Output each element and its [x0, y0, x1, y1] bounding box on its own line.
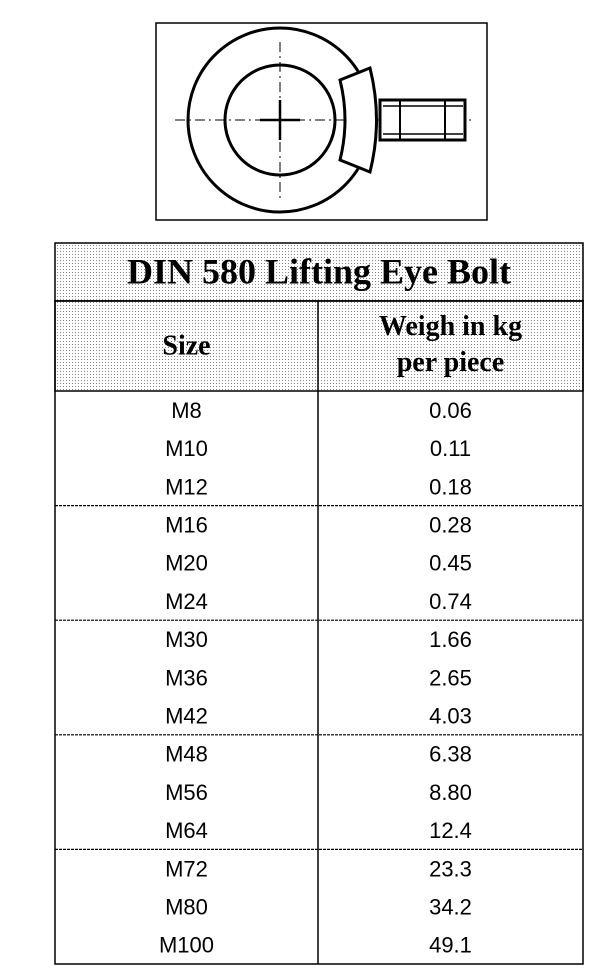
header-bg [54, 300, 584, 392]
weight-cell: 6.38 [429, 742, 472, 767]
size-cell: M64 [165, 818, 208, 843]
size-cell: M24 [165, 589, 208, 614]
header-cell: Size [162, 330, 210, 361]
size-cell: M12 [165, 474, 208, 499]
table-border [54, 300, 584, 965]
header-cell: Weigh in kg per piece [379, 311, 522, 378]
weight-cell: 0.74 [429, 589, 472, 614]
size-cell: M10 [165, 436, 208, 461]
size-cell: M36 [165, 665, 208, 690]
weight-cell: 23.3 [429, 856, 472, 881]
weight-cell: 49.1 [429, 933, 472, 958]
size-cell: M30 [165, 627, 208, 652]
weight-cell: 12.4 [429, 818, 472, 843]
size-cell: M16 [165, 513, 208, 538]
size-cell: M42 [165, 704, 208, 729]
table-title: DIN 580 Lifting Eye Bolt [127, 251, 511, 291]
weight-cell: 0.18 [429, 474, 472, 499]
size-cell: M56 [165, 780, 208, 805]
weight-cell: 0.06 [429, 398, 472, 423]
size-cell: M20 [165, 551, 208, 576]
weight-cell: 0.11 [430, 436, 471, 461]
weight-cell: 8.80 [429, 780, 472, 805]
size-cell: M100 [159, 933, 214, 958]
weight-cell: 0.45 [429, 551, 472, 576]
weight-cell: 4.03 [429, 704, 472, 729]
size-cell: M80 [165, 895, 208, 920]
size-cell: M72 [165, 856, 208, 881]
size-cell: M8 [171, 398, 202, 423]
size-cell: M48 [165, 742, 208, 767]
weight-cell: 2.65 [429, 665, 472, 690]
eye-bolt-drawing [155, 22, 488, 221]
weight-cell: 34.2 [429, 895, 472, 920]
weight-cell: 1.66 [429, 627, 472, 652]
weight-cell: 0.28 [429, 513, 472, 538]
weight-table: DIN 580 Lifting Eye Bolt Size Weigh in kg p… [54, 242, 584, 965]
